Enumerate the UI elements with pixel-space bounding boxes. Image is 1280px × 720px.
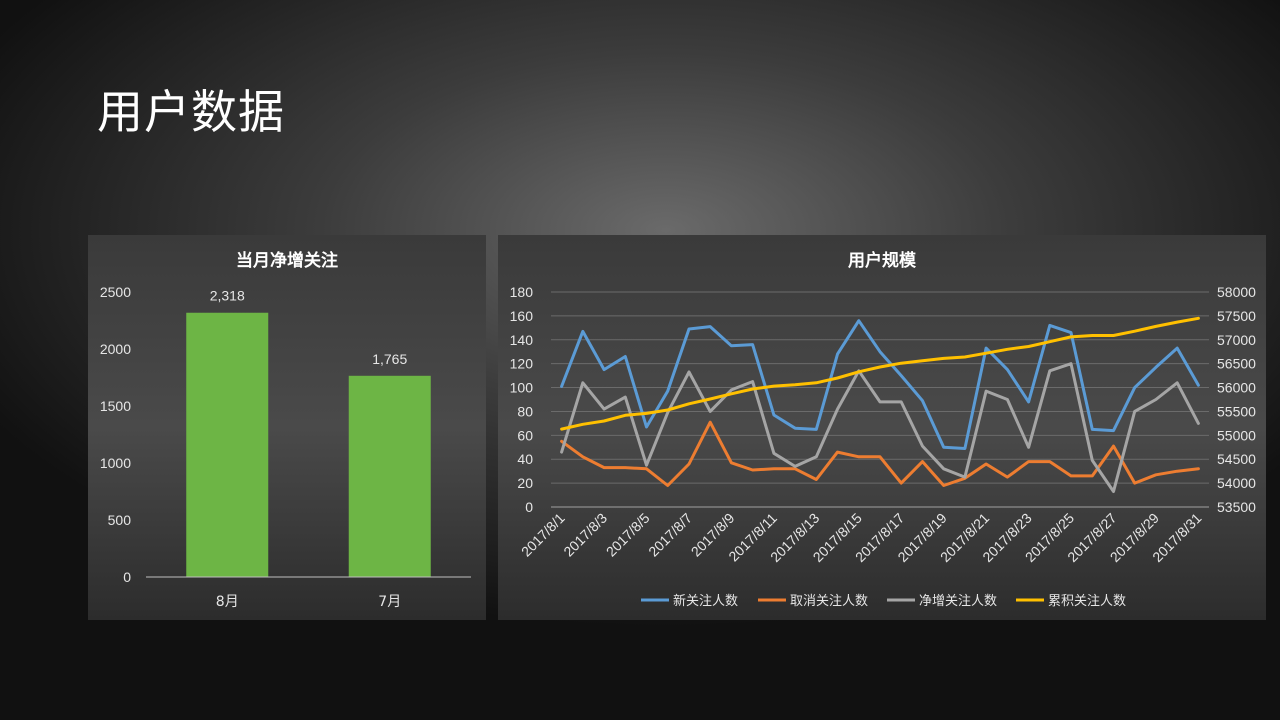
page-title: 用户数据 bbox=[97, 85, 285, 139]
y-tick-label: 0 bbox=[123, 569, 131, 585]
y-right-tick-label: 57500 bbox=[1217, 308, 1256, 324]
x-tick-label: 2017/8/3 bbox=[560, 510, 610, 560]
y-tick-label: 1000 bbox=[100, 455, 131, 471]
monthly-net-follow-chart: 当月净增关注 0 500 1000 1500 2000 2500 2,318 8月 1,765 7月 bbox=[88, 235, 486, 620]
bar-data-label: 2,318 bbox=[210, 288, 245, 304]
bar bbox=[186, 312, 269, 577]
bar-data-label: 1,765 bbox=[372, 351, 407, 367]
y-left-tick-label: 60 bbox=[517, 427, 533, 443]
legend-label: 累积关注人数 bbox=[1048, 594, 1126, 609]
bar bbox=[348, 375, 431, 577]
y-right-tick-label: 56000 bbox=[1217, 380, 1256, 396]
y-right-tick-label: 55000 bbox=[1217, 427, 1256, 443]
y-right-tick-label: 54000 bbox=[1217, 475, 1256, 491]
y-left-tick-label: 0 bbox=[525, 499, 533, 515]
y-right-tick-label: 57000 bbox=[1217, 332, 1256, 348]
y-left-tick-label: 180 bbox=[510, 284, 534, 300]
y-left-tick-label: 80 bbox=[517, 403, 533, 419]
chart-title: 用户规模 bbox=[848, 250, 917, 271]
chart-title: 当月净增关注 bbox=[236, 250, 338, 271]
y-right-tick-label: 55500 bbox=[1217, 403, 1256, 419]
y-tick-label: 500 bbox=[108, 512, 132, 528]
y-left-tick-label: 100 bbox=[510, 380, 534, 396]
y-left-tick-label: 160 bbox=[510, 308, 534, 324]
user-scale-svg: 用户规模 0 20 40 60 80 100 120 140 160 180 53500 54000 54… bbox=[510, 250, 1257, 609]
series-line bbox=[560, 362, 1200, 493]
monthly-net-follow-svg: 当月净增关注 0 500 1000 1500 2000 2500 2,318 8月 1,765 7月 bbox=[100, 250, 471, 610]
x-tick-label: 2017/8/7 bbox=[645, 510, 695, 560]
y-tick-label: 2000 bbox=[100, 341, 131, 357]
series-line bbox=[560, 319, 1200, 450]
y-left-tick-label: 140 bbox=[510, 332, 534, 348]
category-label: 8月 bbox=[216, 594, 239, 610]
y-right-tick-label: 58000 bbox=[1217, 284, 1256, 300]
category-label: 7月 bbox=[378, 594, 401, 610]
y-right-tick-label: 56500 bbox=[1217, 356, 1256, 372]
legend-label: 新关注人数 bbox=[673, 593, 738, 609]
y-left-tick-label: 40 bbox=[517, 451, 533, 467]
x-tick-label: 2017/8/5 bbox=[603, 510, 653, 560]
series-line bbox=[560, 420, 1200, 487]
user-scale-chart: 用户规模 0 20 40 60 80 100 120 140 160 180 53500 54000 54… bbox=[498, 235, 1266, 620]
y-left-tick-label: 20 bbox=[517, 475, 533, 491]
x-tick-label: 2017/8/1 bbox=[518, 510, 568, 560]
y-tick-label: 1500 bbox=[100, 398, 131, 414]
legend-label: 取消关注人数 bbox=[790, 594, 868, 609]
y-left-tick-label: 120 bbox=[510, 356, 534, 372]
legend-label: 净增关注人数 bbox=[919, 594, 997, 609]
y-tick-label: 2500 bbox=[100, 284, 131, 300]
series-line bbox=[560, 316, 1200, 431]
y-right-tick-label: 54500 bbox=[1217, 451, 1256, 467]
y-right-tick-label: 53500 bbox=[1217, 499, 1256, 515]
